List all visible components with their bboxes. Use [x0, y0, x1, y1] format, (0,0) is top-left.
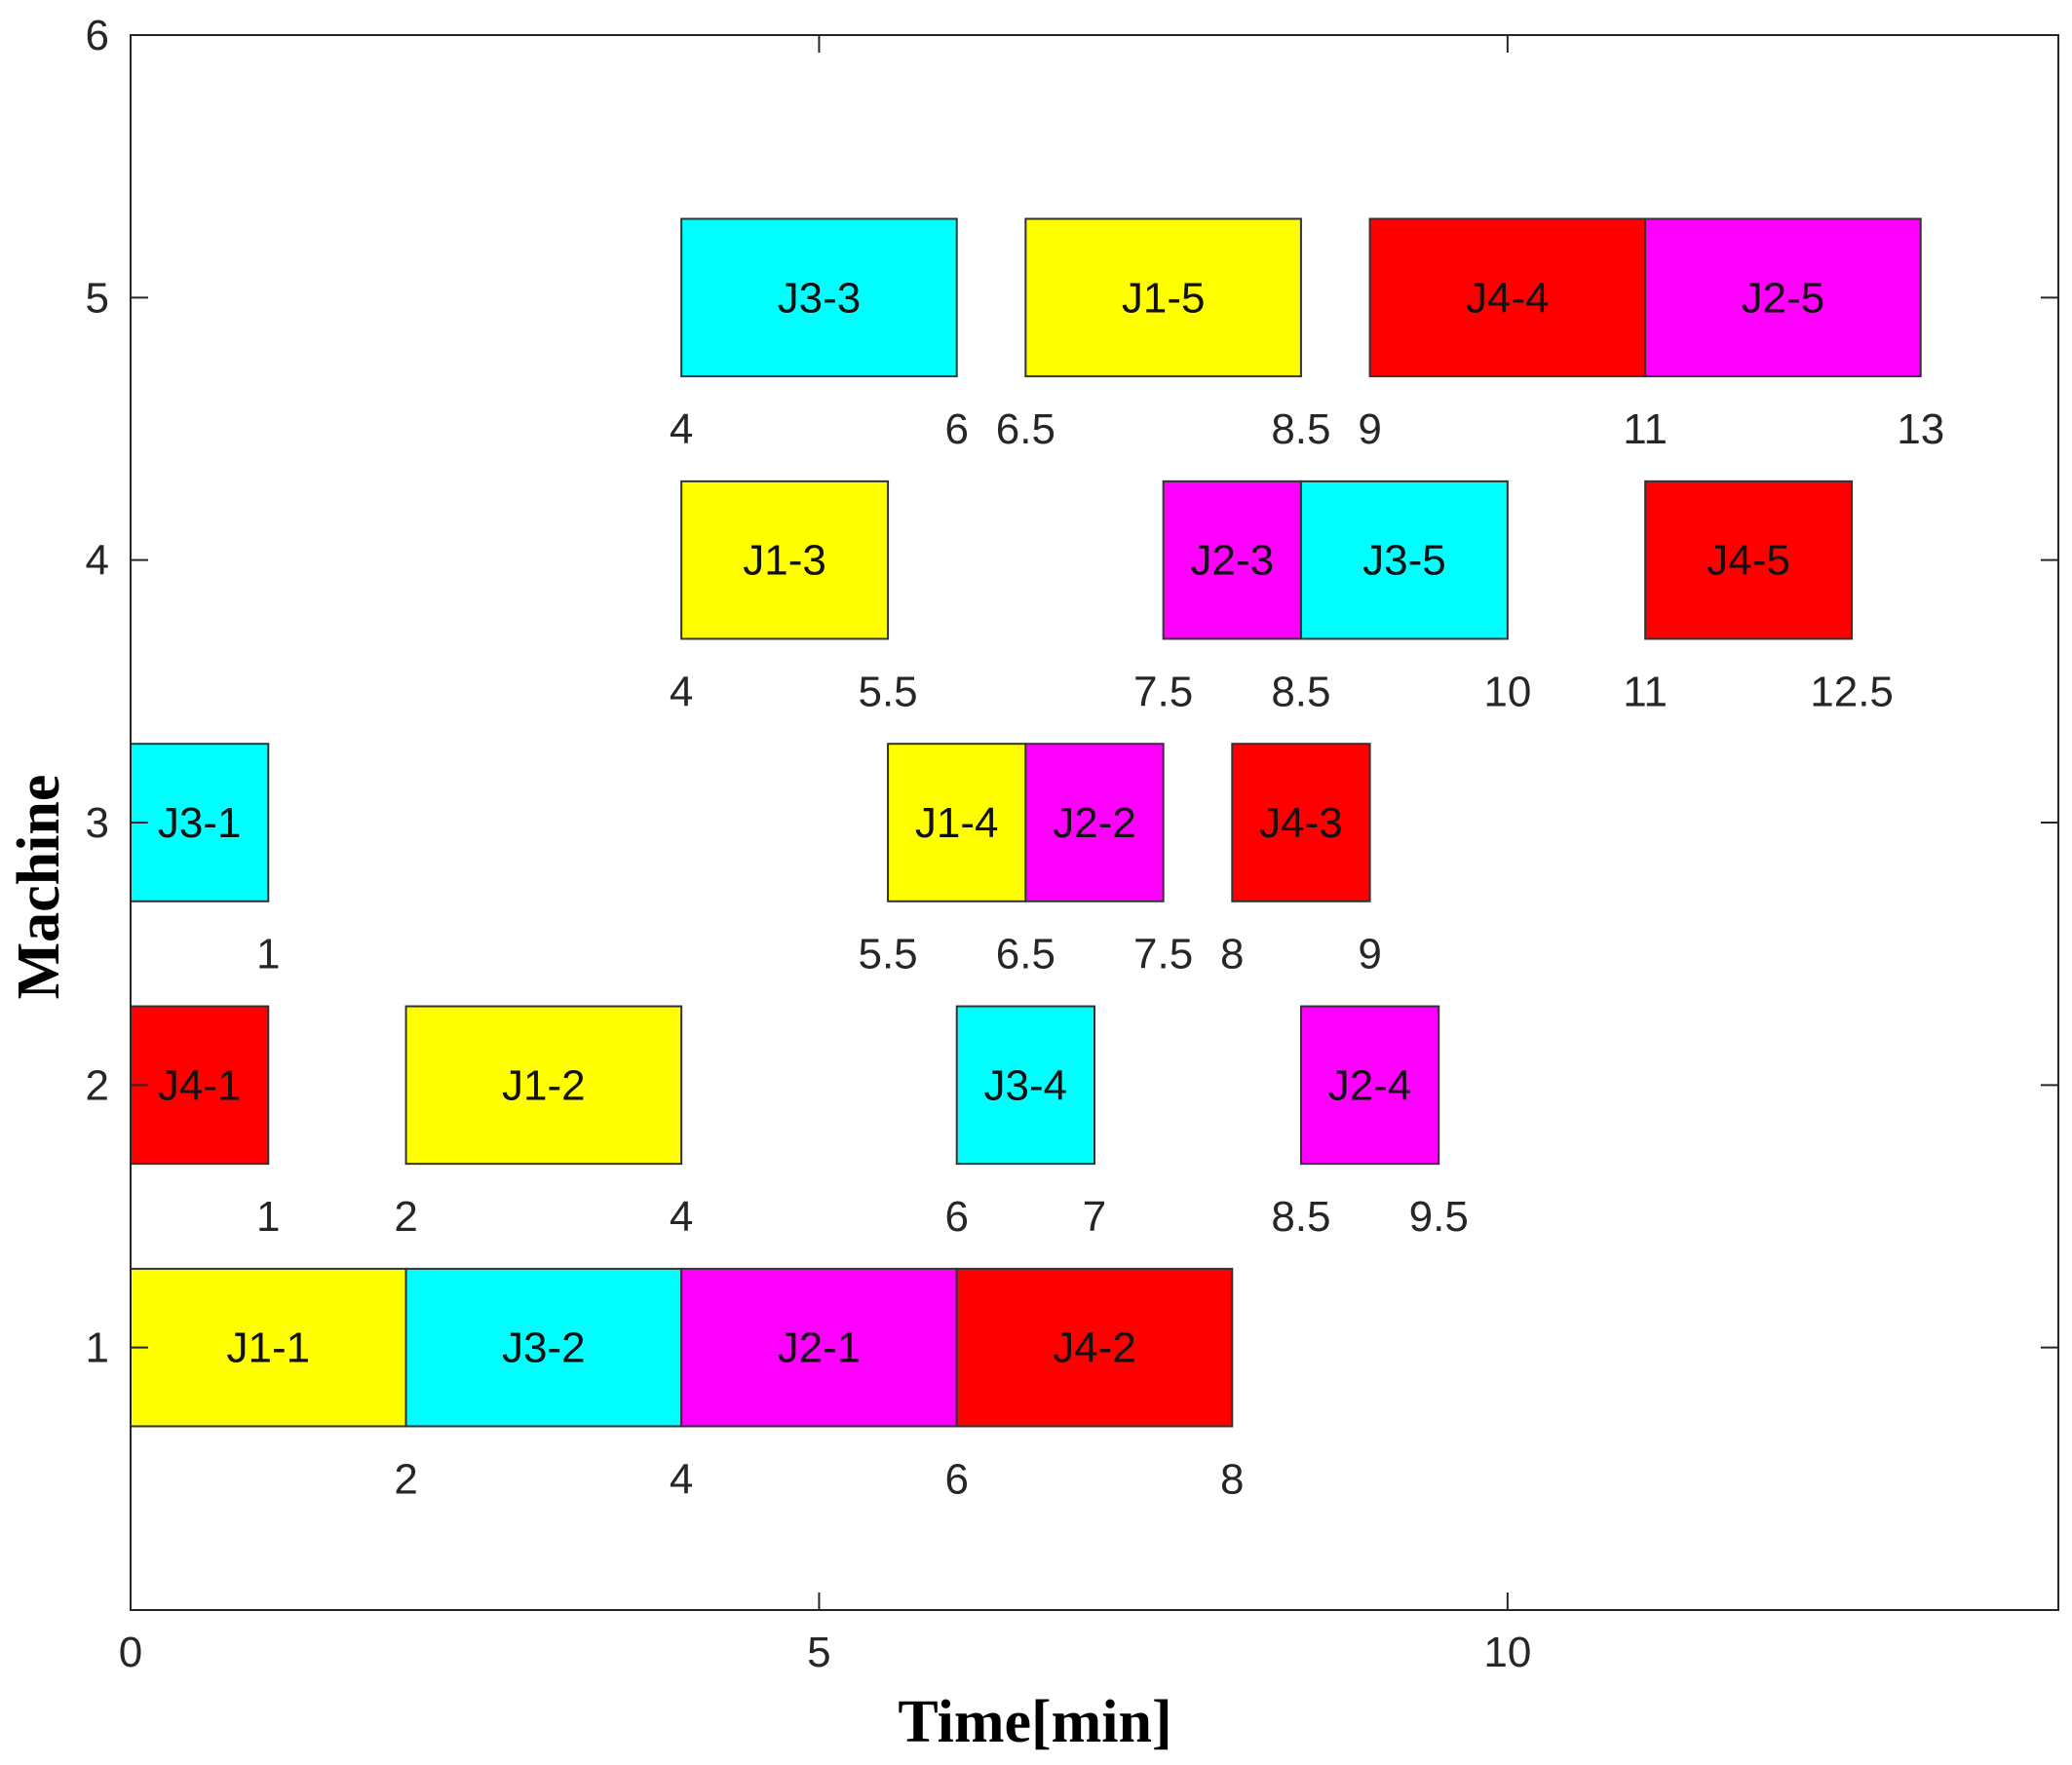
- task-label-j1-1: J1-1: [226, 1324, 310, 1372]
- y-tick-label: 3: [86, 799, 109, 847]
- task-label-j4-2: J4-2: [1053, 1324, 1136, 1372]
- time-annotation: 6: [944, 1193, 968, 1241]
- task-bar-j3-3: [680, 217, 958, 378]
- time-annotation: 8.5: [1271, 668, 1330, 715]
- task-bar-j4-5: [1644, 480, 1854, 640]
- task-bar-j3-5: [1299, 480, 1509, 640]
- task-bar-j2-2: [1024, 743, 1165, 902]
- time-annotation: 5.5: [858, 668, 917, 715]
- task-bar-j3-4: [955, 1005, 1096, 1166]
- task-label-j1-4: J1-4: [915, 799, 999, 847]
- task-label-j4-1: J4-1: [158, 1061, 242, 1109]
- time-annotation: 6.5: [996, 931, 1055, 978]
- time-annotation: 9.5: [1409, 1193, 1469, 1241]
- time-annotation: 1: [256, 931, 280, 978]
- task-label-j2-4: J2-4: [1328, 1061, 1412, 1109]
- task-label-j4-5: J4-5: [1707, 537, 1790, 585]
- time-annotation: 10: [1483, 668, 1531, 715]
- time-annotation: 2: [394, 1455, 417, 1503]
- y-tick-label: 1: [86, 1324, 109, 1372]
- task-bar-j4-2: [955, 1267, 1234, 1428]
- time-annotation: 8.5: [1271, 1193, 1330, 1241]
- task-bar-j1-1: [130, 1267, 407, 1428]
- task-label-j2-2: J2-2: [1053, 799, 1136, 847]
- task-label-j3-3: J3-3: [778, 274, 862, 322]
- time-annotation: 7.5: [1133, 668, 1193, 715]
- time-annotation: 12.5: [1810, 668, 1894, 715]
- task-label-j1-5: J1-5: [1122, 274, 1206, 322]
- task-label-j2-1: J2-1: [778, 1324, 862, 1372]
- task-label-j3-4: J3-4: [984, 1061, 1068, 1109]
- y-tick-label: 5: [86, 274, 109, 322]
- task-bar-j1-2: [404, 1005, 683, 1166]
- time-annotation: 4: [670, 405, 693, 453]
- time-annotation: 2: [394, 1193, 417, 1241]
- task-label-j3-5: J3-5: [1362, 537, 1446, 585]
- time-annotation: 6: [944, 405, 968, 453]
- task-label-j4-4: J4-4: [1466, 274, 1550, 322]
- time-annotation: 4: [670, 1455, 693, 1503]
- time-annotation: 5.5: [858, 931, 917, 978]
- x-tick-label: 0: [119, 1629, 142, 1676]
- task-bar-j2-5: [1644, 217, 1922, 378]
- task-bar-j1-5: [1024, 217, 1302, 378]
- task-label-j2-5: J2-5: [1742, 274, 1825, 322]
- task-bar-j4-1: [130, 1005, 270, 1166]
- y-tick-label: 6: [86, 12, 109, 59]
- task-label-j3-1: J3-1: [158, 799, 242, 847]
- x-tick-label: 10: [1483, 1629, 1531, 1676]
- bars-layer: [130, 217, 1922, 1428]
- time-annotation: 8: [1220, 1455, 1244, 1503]
- task-bar-j2-4: [1299, 1005, 1440, 1166]
- time-annotation: 11: [1623, 405, 1668, 453]
- time-annotation: 7.5: [1133, 931, 1193, 978]
- time-annotation: 1: [256, 1193, 280, 1241]
- task-bar-j1-3: [680, 480, 890, 640]
- task-bar-j4-4: [1368, 217, 1647, 378]
- x-axis-title: Time[min]: [898, 1689, 1171, 1755]
- labels-layer: 0 5 10 1 2 3 4 5 6 J1-1 J3-2 J2-1 J4-2 J4-1 J1-2 J3-4 J2…: [86, 12, 1945, 1676]
- time-annotation: 9: [1358, 405, 1381, 453]
- time-annotation: 8.5: [1271, 405, 1330, 453]
- time-annotation: 13: [1897, 405, 1944, 453]
- task-label-j1-3: J1-3: [743, 537, 826, 585]
- task-bar-j1-4: [887, 743, 1027, 902]
- task-label-j1-2: J1-2: [502, 1061, 586, 1109]
- time-annotation: 9: [1358, 931, 1381, 978]
- time-annotation: 6.5: [996, 405, 1055, 453]
- task-bar-j2-3: [1162, 480, 1302, 640]
- task-bar-j3-2: [404, 1267, 683, 1428]
- task-label-j4-3: J4-3: [1259, 799, 1343, 847]
- time-annotation: 7: [1083, 1193, 1106, 1241]
- time-annotation: 8: [1220, 931, 1244, 978]
- y-tick-label: 4: [86, 537, 109, 585]
- time-annotation: 6: [944, 1455, 968, 1503]
- time-annotation: 4: [670, 1193, 693, 1241]
- task-bar-j2-1: [680, 1267, 958, 1428]
- time-annotation: 4: [670, 668, 693, 715]
- y-axis-title: Machine: [6, 775, 72, 1000]
- time-annotation: 11: [1623, 668, 1668, 715]
- y-tick-label: 2: [86, 1061, 109, 1109]
- task-bar-j4-3: [1231, 743, 1371, 902]
- x-tick-label: 5: [807, 1629, 830, 1676]
- plot-frame: [130, 34, 2059, 1611]
- task-label-j2-3: J2-3: [1190, 537, 1274, 585]
- task-label-j3-2: J3-2: [502, 1324, 586, 1372]
